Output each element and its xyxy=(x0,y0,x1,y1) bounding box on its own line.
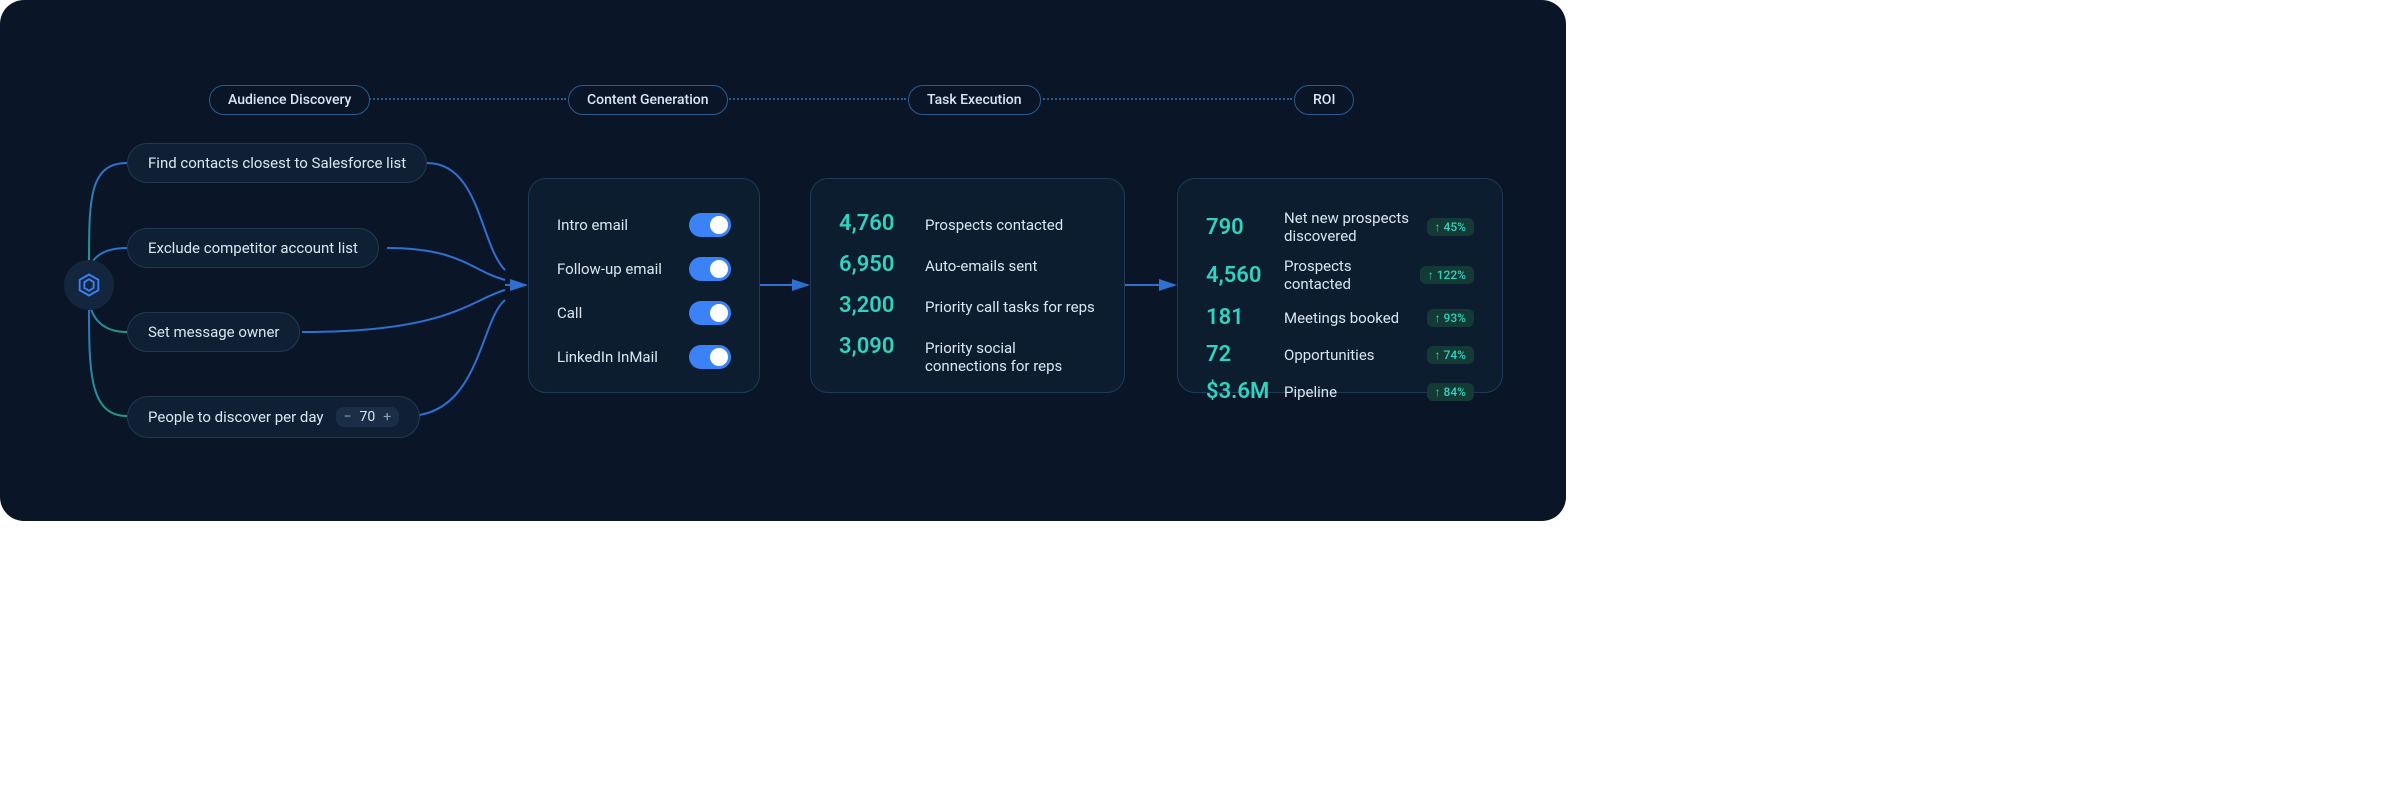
pipeline-diagram: Audience Discovery Content Generation Task… xyxy=(0,0,1566,521)
roi-stat-value: 72 xyxy=(1206,342,1270,367)
quantity-stepper[interactable]: −70 + xyxy=(336,407,400,427)
roi-stat-row: $3.6M Pipeline ↑ 84% xyxy=(1206,373,1474,410)
task-stat-label: Priority call tasks for reps xyxy=(925,298,1095,316)
stage-connector xyxy=(1028,98,1292,100)
roi-stat-label: Meetings booked xyxy=(1284,309,1413,327)
toggle-label: Follow-up email xyxy=(557,260,662,278)
task-stat-row: 6,950 Auto-emails sent xyxy=(839,244,1096,285)
arrow-up-icon: ↑ xyxy=(1435,385,1441,399)
discovery-chip-label: Find contacts closest to Salesforce list xyxy=(148,154,406,172)
roi-panel: 790 Net new prospects discovered ↑ 45% 4,56… xyxy=(1177,178,1503,393)
task-stat-value: 3,200 xyxy=(839,293,909,318)
roi-delta-badge: ↑ 74% xyxy=(1427,346,1474,364)
brand-logo-icon xyxy=(75,271,103,299)
discovery-chip-exclude[interactable]: Exclude competitor account list xyxy=(127,228,379,268)
roi-stat-label: Prospects contacted xyxy=(1284,257,1406,293)
roi-stat-value: 790 xyxy=(1206,215,1270,240)
task-stat-value: 3,090 xyxy=(839,334,909,359)
toggle-label: Call xyxy=(557,304,582,322)
stage-connector xyxy=(358,98,566,100)
discovery-chip-perday[interactable]: People to discover per day −70 + xyxy=(127,396,420,438)
discovery-chip-label: Set message owner xyxy=(148,323,279,341)
roi-stat-label: Pipeline xyxy=(1284,383,1413,401)
task-stat-row: 4,760 Prospects contacted xyxy=(839,203,1096,244)
toggle-label: LinkedIn InMail xyxy=(557,348,658,366)
task-stat-label: Prospects contacted xyxy=(925,216,1063,234)
stage-pill-roi: ROI xyxy=(1294,85,1354,115)
roi-stat-label: Opportunities xyxy=(1284,346,1413,364)
roi-delta-badge: ↑ 45% xyxy=(1427,218,1474,236)
arrow-up-icon: ↑ xyxy=(1435,220,1441,234)
stepper-decrement[interactable]: − xyxy=(344,409,352,425)
task-stat-value: 4,760 xyxy=(839,211,909,236)
task-execution-panel: 4,760 Prospects contacted 6,950 Auto-emails… xyxy=(810,178,1125,393)
discovery-chip-label: People to discover per day xyxy=(148,408,324,426)
task-stat-row: 3,090 Priority social connections for rep… xyxy=(839,326,1096,383)
stage-pill-task: Task Execution xyxy=(908,85,1041,115)
brand-logo xyxy=(64,260,114,310)
stepper-increment[interactable]: + xyxy=(383,409,391,425)
task-stat-label: Priority social connections for reps xyxy=(925,339,1096,375)
toggle-intro[interactable] xyxy=(689,213,731,237)
roi-stat-row: 181 Meetings booked ↑ 93% xyxy=(1206,299,1474,336)
roi-stat-value: 181 xyxy=(1206,305,1270,330)
arrow-up-icon: ↑ xyxy=(1428,268,1434,282)
roi-stat-row: 72 Opportunities ↑ 74% xyxy=(1206,336,1474,373)
toggle-row-followup: Follow-up email xyxy=(557,247,731,291)
toggle-label: Intro email xyxy=(557,216,628,234)
toggle-linkedin[interactable] xyxy=(689,345,731,369)
discovery-chip-owner[interactable]: Set message owner xyxy=(127,312,300,352)
toggle-row-linkedin: LinkedIn InMail xyxy=(557,335,731,379)
roi-stat-label: Net new prospects discovered xyxy=(1284,209,1413,245)
task-stat-label: Auto-emails sent xyxy=(925,257,1037,275)
roi-stat-row: 790 Net new prospects discovered ↑ 45% xyxy=(1206,203,1474,251)
discovery-chip-find[interactable]: Find contacts closest to Salesforce list xyxy=(127,143,427,183)
roi-stat-row: 4,560 Prospects contacted ↑ 122% xyxy=(1206,251,1474,299)
toggle-row-intro: Intro email xyxy=(557,203,731,247)
arrow-up-icon: ↑ xyxy=(1435,311,1441,325)
arrow-up-icon: ↑ xyxy=(1435,348,1441,362)
roi-stat-value: $3.6M xyxy=(1206,379,1270,404)
toggle-followup[interactable] xyxy=(689,257,731,281)
content-generation-panel: Intro email Follow-up email Call LinkedIn I… xyxy=(528,178,760,393)
discovery-chip-label: Exclude competitor account list xyxy=(148,239,358,257)
task-stat-value: 6,950 xyxy=(839,252,909,277)
roi-delta-badge: ↑ 93% xyxy=(1427,309,1474,327)
roi-delta-badge: ↑ 84% xyxy=(1427,383,1474,401)
roi-stat-value: 4,560 xyxy=(1206,263,1270,288)
stage-pill-audience: Audience Discovery xyxy=(209,85,370,115)
toggle-row-call: Call xyxy=(557,291,731,335)
roi-delta-badge: ↑ 122% xyxy=(1420,266,1474,284)
stage-pill-content: Content Generation xyxy=(568,85,728,115)
stage-connector xyxy=(718,98,906,100)
task-stat-row: 3,200 Priority call tasks for reps xyxy=(839,285,1096,326)
toggle-call[interactable] xyxy=(689,301,731,325)
stepper-value: 70 xyxy=(360,409,376,425)
